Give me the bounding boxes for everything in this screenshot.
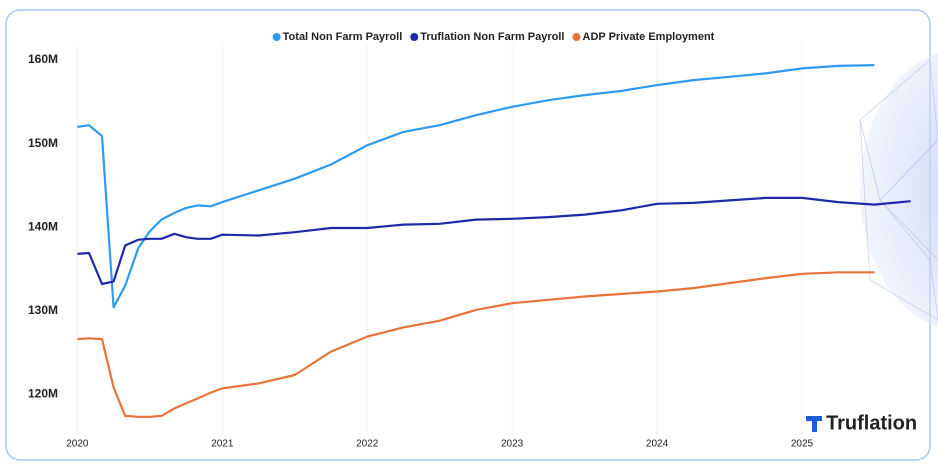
x-tick-label: 2022 [356,439,379,450]
y-tick-label: 160M [28,52,58,66]
series-line [77,196,911,286]
logo-icon [806,416,822,432]
series-line [77,64,875,309]
legend-label: Truflation Non Farm Payroll [420,31,564,43]
series-line [77,271,875,418]
y-tick-label: 140M [28,219,58,233]
legend-marker [572,33,581,41]
card [5,9,931,461]
legend-marker [272,33,281,41]
legend: Total Non Farm Payroll Truflation Non Far… [272,31,715,43]
x-tick-label: 2021 [211,439,234,450]
legend-label: Total Non Farm Payroll [283,31,403,43]
y-tick-label: 150M [28,136,58,150]
x-tick-label: 2025 [791,439,814,450]
legend-label: ADP Private Employment [583,31,715,43]
logo: Truflation [806,412,917,434]
x-tick-label: 2020 [66,439,89,450]
globe-decoration [860,53,938,327]
y-tick-label: 130M [28,303,58,317]
logo-text: Truflation [826,412,917,434]
x-tick-label: 2023 [501,439,524,450]
globe-mesh [859,59,938,321]
y-tick-label: 120M [28,386,58,400]
legend-marker [410,33,419,41]
x-tick-label: 2024 [646,439,669,450]
